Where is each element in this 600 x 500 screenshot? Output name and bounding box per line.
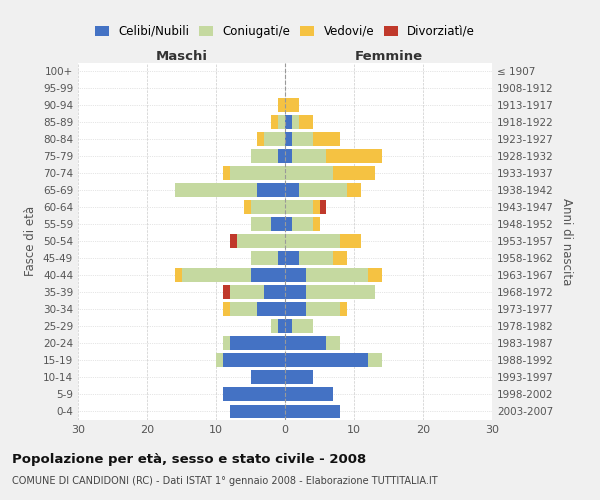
Bar [216, 354, 223, 368]
Bar [292, 217, 313, 231]
Bar [285, 217, 292, 231]
Bar [313, 132, 340, 146]
Bar [306, 286, 374, 300]
Bar [237, 234, 285, 248]
Bar [334, 166, 374, 180]
Bar [340, 302, 347, 316]
Bar [326, 336, 340, 350]
Bar [285, 183, 299, 197]
Bar [285, 286, 306, 300]
Bar [285, 320, 292, 334]
Bar [257, 302, 285, 316]
Bar [292, 132, 313, 146]
Text: Maschi: Maschi [155, 50, 208, 64]
Bar [347, 183, 361, 197]
Bar [223, 286, 230, 300]
Bar [334, 252, 347, 266]
Bar [285, 302, 306, 316]
Bar [285, 132, 292, 146]
Bar [223, 336, 230, 350]
Bar [368, 268, 382, 282]
Bar [313, 217, 320, 231]
Bar [292, 320, 313, 334]
Bar [368, 354, 382, 368]
Bar [257, 132, 265, 146]
Bar [223, 166, 230, 180]
Bar [251, 200, 285, 214]
Text: COMUNE DI CANDIDONI (RC) - Dati ISTAT 1° gennaio 2008 - Elaborazione TUTTITALIA.: COMUNE DI CANDIDONI (RC) - Dati ISTAT 1°… [12, 476, 437, 486]
Bar [285, 404, 340, 418]
Legend: Celibi/Nubili, Coniugati/e, Vedovi/e, Divorziatì/e: Celibi/Nubili, Coniugati/e, Vedovi/e, Di… [90, 20, 480, 42]
Bar [251, 268, 285, 282]
Bar [230, 302, 257, 316]
Bar [285, 234, 340, 248]
Text: Femmine: Femmine [355, 50, 422, 64]
Bar [285, 388, 334, 402]
Bar [257, 183, 285, 197]
Y-axis label: Anni di nascita: Anni di nascita [560, 198, 573, 285]
Bar [251, 149, 278, 163]
Bar [278, 149, 285, 163]
Bar [306, 268, 368, 282]
Bar [271, 115, 278, 129]
Bar [230, 234, 237, 248]
Bar [285, 252, 299, 266]
Bar [223, 302, 230, 316]
Bar [175, 268, 182, 282]
Bar [223, 388, 285, 402]
Bar [285, 166, 334, 180]
Bar [292, 115, 299, 129]
Bar [223, 354, 285, 368]
Bar [251, 370, 285, 384]
Text: Popolazione per età, sesso e stato civile - 2008: Popolazione per età, sesso e stato civil… [12, 452, 366, 466]
Bar [278, 252, 285, 266]
Bar [244, 200, 251, 214]
Bar [251, 217, 271, 231]
Bar [175, 183, 257, 197]
Bar [251, 252, 278, 266]
Bar [230, 404, 285, 418]
Bar [285, 354, 368, 368]
Bar [230, 286, 265, 300]
Bar [285, 268, 306, 282]
Bar [230, 336, 285, 350]
Bar [182, 268, 251, 282]
Bar [271, 320, 278, 334]
Bar [299, 183, 347, 197]
Y-axis label: Fasce di età: Fasce di età [25, 206, 37, 276]
Bar [278, 98, 285, 112]
Bar [299, 115, 313, 129]
Bar [278, 320, 285, 334]
Bar [320, 200, 326, 214]
Bar [285, 149, 292, 163]
Bar [285, 98, 299, 112]
Bar [278, 115, 285, 129]
Bar [299, 252, 334, 266]
Bar [285, 336, 326, 350]
Bar [265, 286, 285, 300]
Bar [271, 217, 285, 231]
Bar [230, 166, 285, 180]
Bar [306, 302, 340, 316]
Bar [285, 200, 313, 214]
Bar [285, 115, 292, 129]
Bar [313, 200, 320, 214]
Bar [265, 132, 285, 146]
Bar [340, 234, 361, 248]
Bar [285, 370, 313, 384]
Bar [292, 149, 326, 163]
Bar [326, 149, 382, 163]
